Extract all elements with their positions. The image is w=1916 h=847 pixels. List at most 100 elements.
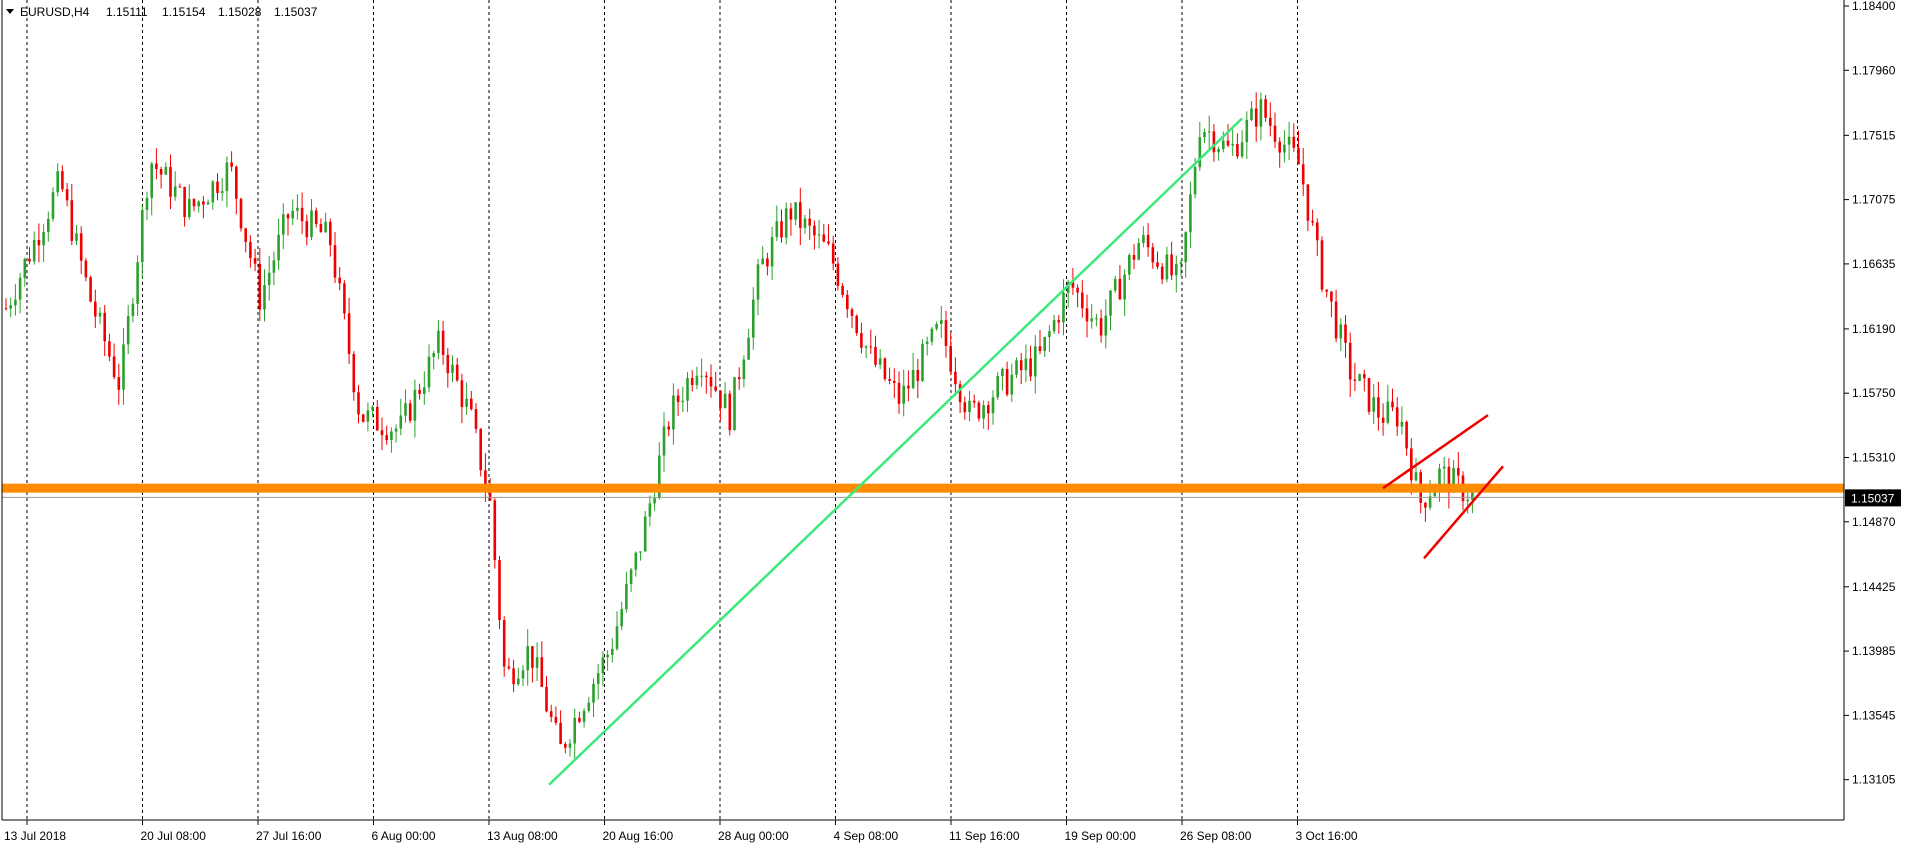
candle: [84, 258, 88, 282]
candle: [709, 364, 713, 398]
candle: [65, 183, 69, 207]
candle: [719, 390, 722, 422]
candle: [385, 425, 388, 445]
candle: [465, 382, 468, 415]
candle: [1301, 147, 1305, 196]
candle: [1245, 111, 1249, 159]
candle: [1395, 397, 1399, 436]
candle: [681, 386, 685, 413]
candle: [1254, 92, 1258, 142]
candle: [639, 551, 642, 561]
candle: [1160, 263, 1164, 285]
candle: [902, 369, 905, 417]
candle: [1179, 260, 1183, 277]
candle: [1348, 332, 1352, 397]
candle: [1292, 123, 1296, 152]
candle: [446, 348, 450, 388]
triangle-upper-line[interactable]: [1382, 414, 1489, 490]
candle: [197, 200, 200, 213]
candle: [94, 289, 97, 328]
candle: [47, 211, 50, 242]
support-level-band[interactable]: [2, 483, 1844, 493]
x-tick-label: 13 Jul 2018: [4, 829, 66, 843]
candle: [1104, 299, 1108, 349]
time-axis[interactable]: 13 Jul 2018 20 Jul 08:00 27 Jul 16:00 6 Aug…: [4, 820, 1358, 843]
candle: [930, 327, 934, 346]
candle: [1377, 381, 1380, 431]
candle: [611, 638, 614, 663]
candle: [61, 165, 64, 192]
candle: [869, 329, 873, 354]
candle: [1019, 353, 1023, 385]
candle: [432, 350, 435, 370]
candle: [1424, 501, 1427, 522]
candle: [587, 696, 591, 713]
candle: [1165, 246, 1169, 283]
y-tick-label: 1.13545: [1852, 708, 1896, 722]
candle: [954, 357, 957, 396]
candle: [126, 304, 130, 355]
triangle-lower-line[interactable]: [1423, 465, 1504, 560]
y-tick-label: 1.17075: [1852, 193, 1896, 207]
candle: [991, 390, 995, 425]
candle: [897, 371, 901, 414]
candle: [98, 307, 102, 325]
candle: [784, 202, 788, 245]
candle: [235, 165, 238, 215]
candle: [813, 220, 816, 250]
current-price-label: 1.15037: [1845, 489, 1901, 507]
y-tick-label: 1.16635: [1852, 257, 1896, 271]
candle: [394, 424, 398, 443]
candle: [277, 218, 280, 270]
candle: [977, 400, 981, 422]
candle: [28, 247, 31, 265]
candle: [1344, 315, 1347, 358]
candle: [836, 257, 840, 291]
candle: [1081, 280, 1084, 318]
candle: [399, 398, 403, 436]
y-tick-label: 1.17515: [1852, 128, 1896, 142]
candle: [822, 223, 826, 243]
x-tick-label: 3 Oct 16:00: [1296, 829, 1358, 843]
candle: [540, 641, 544, 688]
candle: [695, 366, 699, 390]
uptrend-line[interactable]: [548, 117, 1243, 786]
candle: [263, 269, 266, 322]
candle: [1034, 335, 1037, 394]
candle: [164, 162, 168, 176]
candle: [1372, 383, 1375, 424]
candle: [850, 307, 854, 328]
candle: [216, 173, 219, 201]
candle: [112, 343, 116, 380]
candle: [56, 163, 59, 197]
candle: [625, 571, 628, 613]
candle: [996, 372, 999, 400]
x-tick-label: 13 Aug 08:00: [487, 829, 558, 843]
candle: [737, 367, 741, 390]
candle: [1109, 289, 1112, 331]
candle: [1367, 377, 1371, 415]
candle: [361, 413, 365, 423]
candle: [352, 351, 356, 401]
candle: [606, 650, 609, 671]
x-tick-label: 20 Aug 16:00: [603, 829, 674, 843]
price-axis[interactable]: 1.18400 1.17960 1.17515 1.17075 1.16635 1.161…: [1844, 0, 1896, 787]
candle: [324, 212, 327, 233]
open-value: 1.15111: [106, 5, 148, 19]
high-value: 1.15154: [162, 5, 206, 19]
candle: [310, 198, 313, 240]
candle: [498, 555, 501, 630]
x-tick-label: 27 Jul 16:00: [256, 829, 322, 843]
candle: [37, 223, 41, 263]
candle: [1132, 244, 1136, 270]
candle: [1203, 128, 1206, 144]
candle: [79, 226, 83, 274]
candle: [202, 196, 205, 219]
candle: [507, 657, 511, 671]
candle: [239, 197, 243, 232]
candle: [517, 667, 520, 686]
candle: [672, 383, 675, 445]
chevron-down-icon[interactable]: [6, 9, 14, 14]
candle: [799, 187, 802, 246]
